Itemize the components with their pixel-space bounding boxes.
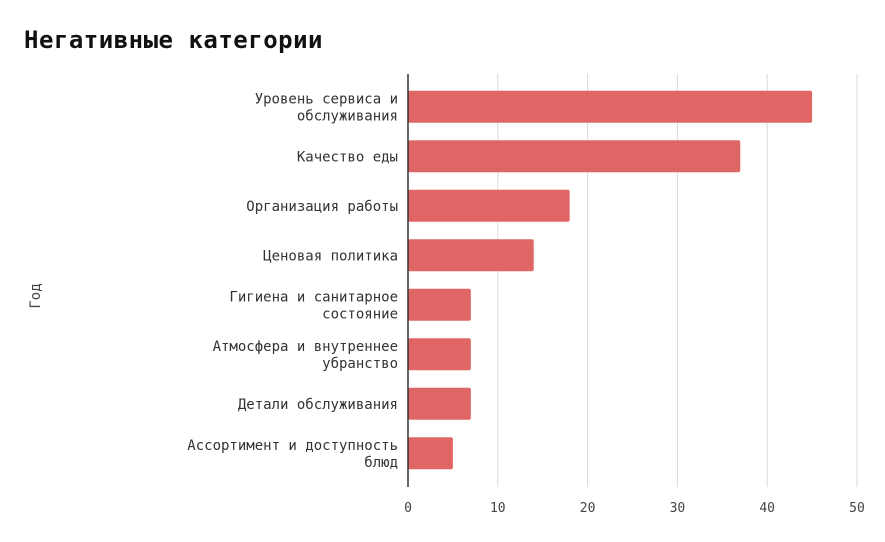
bar	[408, 140, 741, 173]
x-tick-label: 10	[490, 501, 506, 516]
category-label: состояние	[322, 306, 398, 322]
category-label: Качество еды	[297, 149, 398, 165]
x-tick-label: 0	[404, 501, 412, 516]
bar	[408, 437, 453, 470]
category-label: Ценовая политика	[263, 248, 398, 264]
category-label: Организация работы	[246, 199, 398, 215]
category-label: Гигиена и санитарное	[229, 289, 398, 305]
bar	[408, 387, 471, 420]
category-label: Атмосфера и внутреннее	[213, 339, 398, 355]
bar	[408, 338, 471, 371]
category-label: убранство	[322, 356, 398, 372]
x-tick-label: 20	[580, 501, 596, 516]
bar	[408, 90, 813, 123]
category-label: Ассортимент и доступность	[187, 438, 398, 454]
x-tick-label: 40	[759, 501, 775, 516]
x-tick-label: 50	[849, 501, 865, 516]
bar	[408, 189, 570, 222]
bar	[408, 288, 471, 321]
x-tick-label: 30	[670, 501, 686, 516]
category-label: обслуживания	[297, 108, 398, 124]
category-label: блюд	[364, 455, 398, 471]
category-label: Детали обслуживания	[238, 397, 398, 413]
bar	[408, 239, 534, 272]
category-label: Уровень сервиса и	[255, 91, 398, 107]
chart-title: Негативные категории	[24, 26, 323, 54]
